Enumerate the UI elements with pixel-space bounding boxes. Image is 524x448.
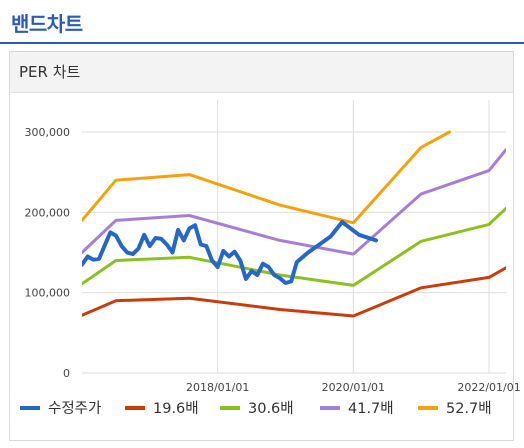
legend-label: 19.6배: [153, 400, 199, 417]
grid-layer: [82, 100, 506, 374]
legend-label: 41.7배: [348, 400, 394, 417]
legend-item: 52.7배: [418, 400, 492, 417]
x-tick-label: 2018/01/01: [186, 381, 249, 394]
series-layer: [82, 130, 506, 318]
legend: 수정주가 19.6배 30.6배 41.7배 52.7배: [20, 400, 492, 417]
y-tick-label: 0: [63, 367, 70, 380]
legend-item: 수정주가: [20, 400, 101, 417]
y-tick-label: 300,000: [25, 126, 71, 139]
x-tick-label: 2022/01/01: [457, 381, 520, 394]
x-tick-label: 2020/01/01: [322, 381, 385, 394]
legend-item: 41.7배: [320, 400, 394, 417]
series-line-수정주가: [82, 220, 378, 285]
legend-item: 30.6배: [220, 400, 294, 417]
legend-label: 52.7배: [446, 400, 492, 417]
series-line-30.6배: [82, 206, 506, 287]
section-title: 밴드차트: [11, 12, 83, 36]
x-axis-labels: 2018/01/01 2020/01/01 2022/01/01: [186, 381, 521, 394]
legend-label: 30.6배: [248, 400, 294, 417]
panel-title: PER 차트: [19, 63, 81, 81]
series-line-52.7배: [82, 130, 451, 225]
y-tick-label: 200,000: [25, 206, 71, 219]
panel-header: PER 차트: [10, 52, 513, 93]
legend-label: 수정주가: [48, 400, 101, 417]
title-divider: [0, 42, 524, 44]
per-chart-panel: PER 차트: [9, 51, 514, 441]
y-tick-label: 100,000: [25, 287, 71, 300]
series-line-19.6배: [82, 266, 506, 318]
legend-item: 19.6배: [125, 400, 199, 417]
y-axis-labels: 0 100,000 200,000 300,000: [25, 126, 71, 380]
